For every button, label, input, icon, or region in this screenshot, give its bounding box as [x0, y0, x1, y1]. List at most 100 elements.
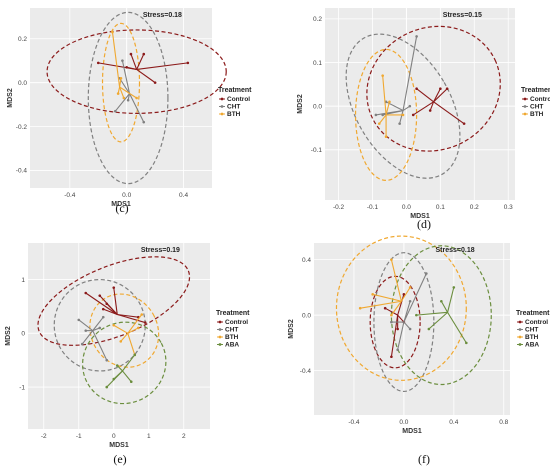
data-point-control: [186, 61, 190, 65]
ellipse-cht: [345, 33, 461, 179]
data-point-cht: [396, 348, 399, 352]
panel-label: (d): [417, 217, 431, 231]
spider-line-control: [136, 53, 145, 70]
ellipse-aba: [82, 321, 167, 405]
spider-line-cht: [402, 105, 411, 112]
data-point-control: [153, 81, 157, 84]
data-point-bth: [119, 340, 123, 343]
y-axis-label: MDS2: [5, 326, 12, 346]
y-tick-label: -1: [19, 384, 25, 391]
data-point-control: [462, 122, 466, 125]
data-point-bth: [381, 74, 384, 77]
data-point-cht: [408, 104, 412, 108]
legend-key-point: [518, 343, 522, 346]
data-point-bth: [401, 113, 405, 117]
data-point-aba: [129, 380, 133, 383]
spider-line-cht: [397, 321, 405, 350]
spider-line-aba: [447, 312, 467, 344]
chart-panel-c: Stress=0.18 -0.4 0.0 0.4 -0.4 -0.2 0.0 0.2 MDS1 M…: [7, 8, 252, 215]
spider-line-control: [416, 88, 434, 103]
stress-label: Stress=0.19: [141, 247, 180, 254]
data-point-control: [411, 113, 415, 117]
ellipse-cht: [373, 252, 435, 393]
data-point-bth: [371, 293, 374, 296]
data-point-cht: [105, 358, 109, 362]
legend-key-point: [218, 335, 222, 339]
spider-line-control: [433, 88, 448, 103]
stress-label: Stress=0.18: [436, 247, 475, 254]
data-point-aba: [115, 364, 119, 367]
spider-line-cht: [129, 93, 145, 123]
data-point-aba: [452, 286, 456, 289]
data-point-cht: [77, 318, 81, 322]
data-point-aba: [427, 327, 431, 331]
chart-panel-d: Stress=0.15 -0.2 -0.1 0.0 0.1 0.2 0.3 -0.1 0.0 0.…: [297, 8, 550, 231]
legend-item-cht: CHT: [227, 104, 240, 111]
spider-line-control: [136, 62, 188, 71]
data-point-bth: [119, 76, 123, 80]
x-tick-label: -1: [76, 433, 82, 440]
plot-background: [30, 8, 212, 188]
plot-background: [314, 243, 510, 415]
data-point-bth: [358, 306, 362, 310]
data-point-control: [105, 302, 109, 306]
ellipse-control: [46, 29, 227, 114]
spider-line-control: [433, 101, 465, 125]
spider-line-control: [397, 314, 405, 323]
legend-title: Treatment: [218, 87, 252, 94]
spider-line-cht: [81, 330, 94, 345]
x-tick-label: -0.4: [64, 192, 76, 199]
ellipse-control: [37, 256, 191, 346]
y-tick-label: 0.0: [18, 80, 27, 87]
x-tick-label: 1: [147, 433, 151, 440]
spider-line-control: [433, 88, 441, 103]
chart-panel-f: Stress=0.18 -0.4 0.0 0.4 0.8 -0.4 0.0 0.4 MDS1 MD…: [288, 235, 550, 466]
spider-line-bth: [113, 324, 129, 334]
spider-line-control: [117, 313, 146, 324]
legend-item-control: Control: [525, 319, 548, 326]
legend-item-bth: BTH: [227, 111, 241, 118]
x-axis-label: MDS1: [402, 428, 422, 435]
data-point-aba: [112, 377, 116, 381]
legend-key-point: [218, 343, 222, 346]
y-tick-label: -0.4: [16, 168, 28, 175]
ellipse-bth: [101, 22, 141, 143]
legend-item-control: Control: [530, 96, 550, 103]
x-axis-label: MDS1: [111, 201, 131, 208]
data-point-cht: [408, 327, 412, 331]
data-point-bth: [136, 326, 140, 330]
x-tick-label: -0.4: [348, 419, 360, 426]
legend-item-cht: CHT: [525, 327, 538, 334]
legend-item-cht: CHT: [225, 327, 238, 334]
legend-key-point: [218, 320, 222, 324]
stress-label: Stress=0.15: [443, 12, 482, 19]
spider-line-control: [412, 101, 434, 116]
data-point-aba: [440, 299, 443, 303]
data-point-control: [383, 306, 387, 310]
spider-line-cht: [114, 93, 130, 112]
data-point-control: [415, 87, 418, 91]
data-point-control: [129, 52, 133, 56]
data-point-bth: [390, 313, 393, 317]
data-point-control: [142, 52, 146, 56]
ellipse-bth: [354, 48, 418, 181]
data-point-bth: [384, 135, 388, 139]
data-point-cht: [390, 320, 393, 324]
spider-line-bth: [111, 32, 121, 88]
panel-label: (e): [113, 452, 126, 466]
data-point-cht: [415, 35, 418, 38]
data-point-control: [402, 293, 406, 296]
spider-line-cht: [92, 330, 108, 361]
x-tick-label: 0.4: [449, 419, 458, 426]
data-point-control: [390, 355, 393, 359]
y-axis-label: MDS2: [7, 88, 14, 108]
x-tick-label: 0.8: [499, 419, 508, 426]
legend-key-point: [523, 112, 527, 116]
spider-line-control: [429, 101, 435, 111]
data-point-bth: [112, 323, 116, 327]
ellipse-aba: [390, 245, 492, 386]
ellipse-control: [366, 25, 501, 152]
legend-key-point: [518, 335, 522, 339]
